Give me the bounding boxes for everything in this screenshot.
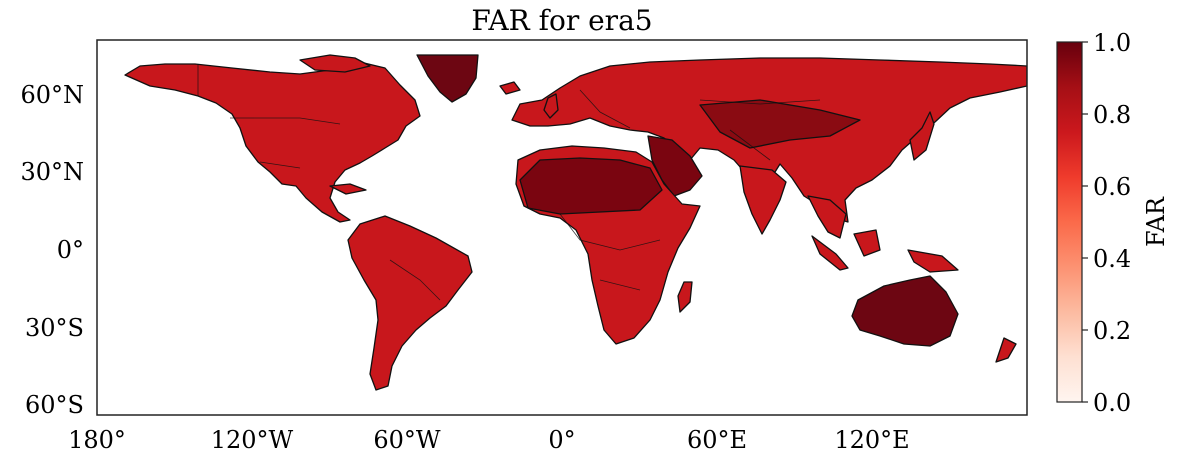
landmass-caribbean [329, 183, 367, 195]
region-sahara [519, 157, 663, 215]
colorbar-label: FAR [1142, 196, 1170, 247]
landmass-new-guinea [907, 249, 959, 273]
landmass-greenland [416, 54, 479, 103]
lat-label: 0° [57, 236, 84, 264]
country-borders [197, 64, 821, 301]
lat-label: 60°S [25, 391, 84, 419]
landmass-borneo [853, 229, 881, 257]
landmass-japan [909, 111, 935, 161]
landmass-new-zealand [995, 337, 1017, 363]
colorbar-ticks [1082, 41, 1088, 403]
latitude-labels: 60°N 30°N 0° 30°S 60°S [20, 81, 84, 419]
lon-label: 120°W [211, 426, 294, 454]
lat-label: 60°N [20, 81, 84, 109]
colorbar: 0.0 0.2 0.4 0.6 0.8 1.0 FAR [1056, 29, 1170, 417]
landmass-sumatra [811, 235, 849, 271]
map-frame [96, 39, 1028, 416]
landmass-arctic-islands [299, 54, 371, 73]
lon-label: 0° [548, 426, 575, 454]
lat-label: 30°N [20, 158, 84, 186]
colorbar-tick-label: 1.0 [1093, 29, 1131, 57]
landmass-north-america [124, 61, 421, 223]
landmass-southeast-asia [807, 195, 847, 239]
landmass-south-america [347, 215, 473, 391]
colorbar-ramp [1056, 41, 1083, 403]
landmass-madagascar [677, 281, 693, 313]
world-map [97, 40, 1027, 415]
region-central-asia [699, 99, 861, 149]
lon-label: 60°E [687, 426, 747, 454]
lat-label: 30°S [25, 314, 84, 342]
landmass-australia [851, 275, 959, 347]
colorbar-tick-label: 0.0 [1093, 389, 1131, 417]
colorbar-tick-label: 0.6 [1093, 173, 1131, 201]
lon-label: 60°W [373, 426, 441, 454]
landmass-iceland [499, 81, 521, 95]
longitude-labels: 180° 120°W 60°W 0° 60°E 120°E [68, 426, 910, 454]
colorbar-tick-label: 0.8 [1093, 101, 1131, 129]
colorbar-tick-label: 0.2 [1093, 317, 1131, 345]
map-title: FAR for era5 [471, 4, 652, 37]
lon-label: 180° [68, 426, 126, 454]
landmass-british-isles [543, 93, 559, 119]
lon-label: 120°E [834, 426, 909, 454]
landmass-arabia [647, 135, 703, 197]
colorbar-tick-label: 0.4 [1093, 245, 1131, 273]
landmass-india [739, 165, 787, 235]
